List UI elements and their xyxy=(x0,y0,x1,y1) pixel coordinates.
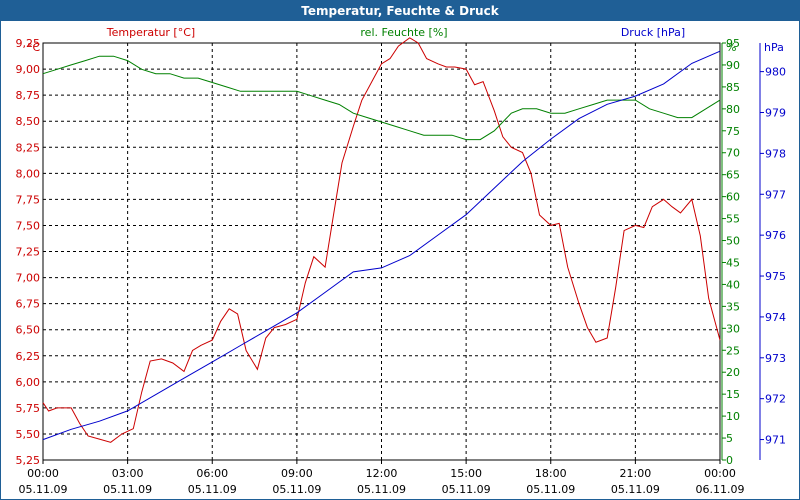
left-tick-label: 7,75 xyxy=(16,193,41,206)
right1-tick-label: 85 xyxy=(726,81,740,94)
right1-tick-label: 60 xyxy=(726,191,740,204)
left-tick-label: 8,00 xyxy=(16,167,41,180)
right1-tick-label: 80 xyxy=(726,103,740,116)
right2-tick-label: 975 xyxy=(765,270,786,283)
x-tick-label-date: 05.11.09 xyxy=(19,483,68,496)
x-tick-label-time: 15:00 xyxy=(450,467,482,480)
x-tick-label-time: 00:00 xyxy=(27,467,59,480)
left-tick-label: 6,25 xyxy=(16,350,41,363)
left-tick-label: 7,25 xyxy=(16,246,41,259)
x-tick-label-time: 06:00 xyxy=(196,467,228,480)
axes-group: 00:00 05.11.09 03:00 05.11.09 06:00 05.11.09 0… xyxy=(16,26,787,496)
left-tick-label: 6,50 xyxy=(16,324,41,337)
right2-tick-label: 971 xyxy=(765,434,786,447)
left-tick-label: 8,25 xyxy=(16,141,41,154)
right2-tick-label: 973 xyxy=(765,352,786,365)
left-tick-label: 5,50 xyxy=(16,428,41,441)
x-tick-label-time: 18:00 xyxy=(535,467,567,480)
chart-title: Temperatur, Feuchte & Druck xyxy=(1,1,799,21)
right1-tick-label: 30 xyxy=(726,322,740,335)
right2-axis-unit: hPa xyxy=(764,41,784,54)
x-tick-label-time: 03:00 xyxy=(112,467,144,480)
right1-axis-unit: % xyxy=(726,41,736,54)
series-line-right2 xyxy=(42,50,721,441)
right1-tick-label: 50 xyxy=(726,235,740,248)
right2-tick-label: 974 xyxy=(765,311,786,324)
x-tick-label-time: 00:00 xyxy=(704,467,736,480)
x-tick-label-date: 05.11.09 xyxy=(526,483,575,496)
right1-tick-label: 95 xyxy=(726,37,740,50)
x-tick-label-time: 21:00 xyxy=(620,467,652,480)
right1-tick-label: 15 xyxy=(726,388,740,401)
series-name-label: rel. Feuchte [%] xyxy=(360,26,447,39)
right2-tick-label: 978 xyxy=(765,147,786,160)
series-name-label: Druck [hPa] xyxy=(621,26,685,39)
series-line-right1 xyxy=(42,55,721,141)
right1-tick-label: 40 xyxy=(726,278,740,291)
left-tick-label: 8,50 xyxy=(16,115,41,128)
right2-tick-label: 976 xyxy=(765,229,786,242)
x-tick-label-time: 09:00 xyxy=(281,467,313,480)
left-tick-label: 5,75 xyxy=(16,402,41,415)
right1-tick-label: 70 xyxy=(726,147,740,160)
x-tick-label-date: 05.11.09 xyxy=(357,483,406,496)
left-axis-unit: °C xyxy=(27,41,41,54)
right1-tick-label: 55 xyxy=(726,213,740,226)
left-tick-label: 7,00 xyxy=(16,272,41,285)
left-tick-label: 5,25 xyxy=(16,454,41,467)
right1-tick-label: 75 xyxy=(726,125,740,138)
right1-tick-label: 25 xyxy=(726,344,740,357)
right2-tick-label: 977 xyxy=(765,188,786,201)
right1-tick-label: 90 xyxy=(726,59,740,72)
chart-plot: 00:00 05.11.09 03:00 05.11.09 06:00 05.11.09 0… xyxy=(16,26,787,496)
right1-tick-label: 10 xyxy=(726,410,740,423)
x-tick-label-date: 05.11.09 xyxy=(611,483,660,496)
right2-tick-label: 979 xyxy=(765,107,786,120)
left-tick-label: 8,75 xyxy=(16,89,41,102)
right1-tick-label: 65 xyxy=(726,169,740,182)
x-tick-label-date: 05.11.09 xyxy=(188,483,237,496)
x-tick-label-time: 12:00 xyxy=(366,467,398,480)
left-tick-label: 9,00 xyxy=(16,63,41,76)
grid xyxy=(43,43,720,460)
x-tick-label-date: 06.11.09 xyxy=(696,483,745,496)
left-tick-label: 6,00 xyxy=(16,376,41,389)
x-tick-label-date: 05.11.09 xyxy=(272,483,321,496)
right2-tick-label: 972 xyxy=(765,393,786,406)
right1-tick-label: 0 xyxy=(726,454,733,467)
right1-tick-label: 5 xyxy=(726,432,733,445)
series-group xyxy=(42,37,721,443)
x-tick-label-date: 05.11.09 xyxy=(103,483,152,496)
x-tick-label-date: 05.11.09 xyxy=(442,483,491,496)
series-name-label: Temperatur [°C] xyxy=(106,26,195,39)
series-line-left xyxy=(42,37,721,443)
right1-tick-label: 35 xyxy=(726,300,740,313)
left-tick-label: 6,75 xyxy=(16,298,41,311)
right1-tick-label: 45 xyxy=(726,256,740,269)
right1-tick-label: 20 xyxy=(726,366,740,379)
right2-tick-label: 980 xyxy=(765,66,786,79)
left-tick-label: 7,50 xyxy=(16,219,41,232)
left-tick-label: 9,25 xyxy=(16,37,41,50)
